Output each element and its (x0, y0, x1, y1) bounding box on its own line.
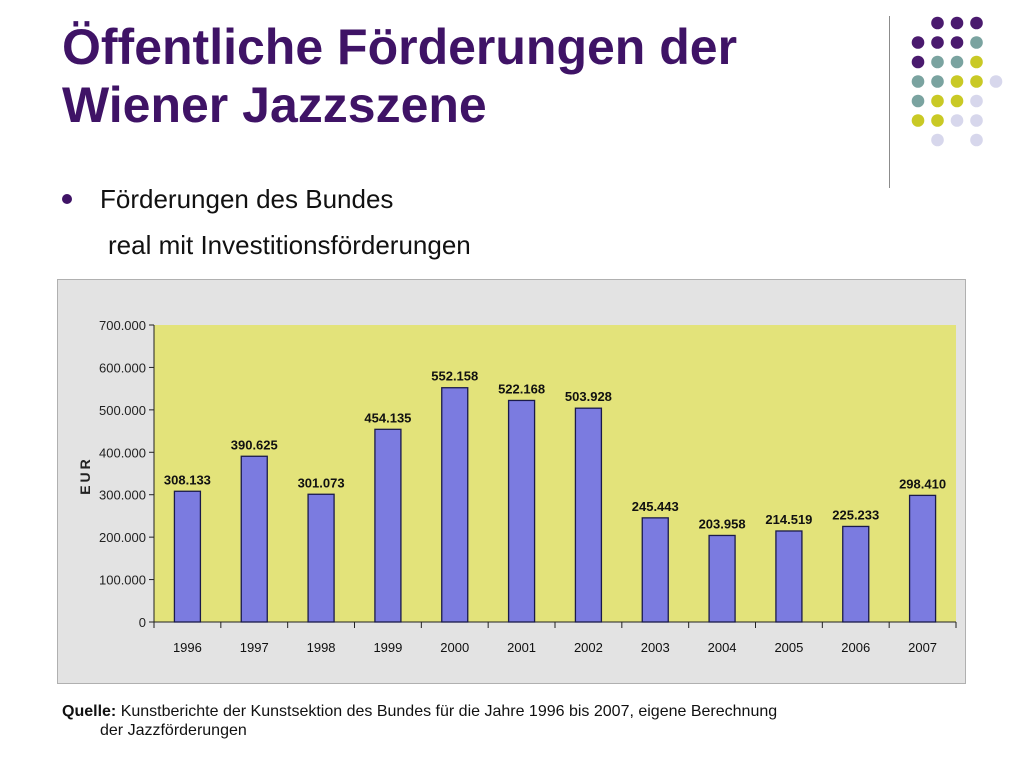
decorative-dot (950, 55, 964, 69)
y-tick-label: 400.000 (99, 445, 146, 460)
bar-value-label: 454.135 (364, 410, 411, 425)
decorative-dot (911, 55, 925, 69)
x-tick-label: 2007 (908, 640, 937, 655)
decorative-dot (931, 75, 944, 88)
decorative-dot (950, 94, 964, 108)
decorative-dot (931, 55, 944, 69)
decorative-dot (931, 16, 944, 30)
decorative-dot (931, 114, 944, 127)
x-tick-label: 1999 (373, 640, 402, 655)
bullet-subtext: real mit Investitionsförderungen (108, 230, 471, 260)
bar-1998 (307, 493, 335, 623)
slide-title: Öffentliche Förderungen der Wiener Jazzs… (62, 18, 737, 134)
y-tick-label: 200.000 (99, 530, 146, 545)
decorative-dot-grid (911, 16, 1003, 147)
bar-value-label: 522.168 (498, 381, 545, 396)
y-tick-label: 600.000 (99, 360, 146, 375)
x-tick-label: 2001 (507, 640, 536, 655)
decorative-dot (931, 133, 944, 147)
source-note: Quelle: Kunstberichte der Kunstsektion d… (62, 702, 962, 740)
decorative-dot (970, 94, 983, 108)
decorative-dot (931, 36, 944, 49)
decorative-dot (970, 75, 983, 88)
source-label: Quelle: (62, 703, 117, 720)
bar-1996 (173, 490, 202, 623)
decorative-dot (950, 16, 964, 30)
decorative-dot (970, 16, 983, 30)
bar-value-label: 214.519 (765, 512, 812, 527)
y-tick-label: 100.000 (99, 573, 146, 588)
decorative-dot (950, 36, 964, 49)
decorative-dot (931, 94, 944, 108)
x-tick-label: 2005 (774, 640, 803, 655)
bar-1999 (374, 428, 402, 623)
decorative-dot (911, 75, 925, 88)
y-tick-label: 300.000 (99, 488, 146, 503)
bar-value-label: 203.958 (699, 516, 746, 531)
decorative-dot (970, 36, 983, 49)
x-tick-label: 1996 (173, 640, 202, 655)
source-text: Kunstberichte der Kunstsektion des Bunde… (120, 703, 778, 720)
bar-1997 (240, 455, 268, 623)
slide-title-line-1: Öffentliche Förderungen der (62, 19, 738, 75)
bar-value-label: 503.928 (565, 389, 612, 404)
bar-value-label: 552.158 (431, 369, 478, 384)
decorative-dot (970, 55, 983, 69)
decorative-dot (911, 94, 925, 108)
x-tick-label: 2006 (841, 640, 870, 655)
x-tick-label: 1997 (240, 640, 269, 655)
bar-value-label: 301.073 (298, 475, 345, 490)
bullet-text: Förderungen des Bundes (100, 184, 394, 214)
x-tick-label: 2004 (708, 640, 737, 655)
bar-2001 (507, 399, 536, 623)
bar-2003 (641, 517, 669, 623)
x-tick-label: 2000 (440, 640, 469, 655)
slide-title-line-2: Wiener Jazzszene (62, 77, 487, 133)
bar-value-label: 298.410 (899, 476, 946, 491)
y-tick-label: 0 (139, 615, 146, 630)
y-axis-label: EUR (77, 456, 93, 495)
x-tick-label: 1998 (307, 640, 336, 655)
source-text-continued: der Jazzförderungen (100, 722, 247, 739)
decorative-dot (950, 114, 964, 127)
decorative-dot (989, 75, 1003, 88)
bar-value-label: 308.133 (164, 472, 211, 487)
y-tick-label: 700.000 (99, 318, 146, 333)
decorative-dot (950, 75, 964, 88)
x-tick-label: 2003 (641, 640, 670, 655)
decorative-dot (970, 133, 983, 147)
bar-2006 (842, 525, 870, 623)
bar-2002 (574, 407, 603, 623)
bar-chart: 0 100.000 200.000 300.000 400.000 500.000 600.… (77, 318, 957, 655)
bar-value-label: 390.625 (231, 437, 278, 452)
decorative-dot (911, 114, 925, 127)
bar-2005 (775, 530, 803, 623)
decorative-dot (970, 114, 983, 127)
bar-value-label: 225.233 (832, 507, 879, 522)
chart-container: 0 100.000 200.000 300.000 400.000 500.000 600.… (57, 279, 966, 684)
y-tick-label: 500.000 (99, 403, 146, 418)
bar-2004 (708, 534, 736, 623)
divider-line (889, 16, 890, 188)
bar-value-label: 245.443 (632, 499, 679, 514)
bar-2007 (908, 494, 937, 623)
bar-2000 (441, 387, 469, 623)
decorative-dot (911, 36, 925, 49)
x-tick-label: 2002 (574, 640, 603, 655)
plot-area (154, 325, 956, 622)
bullet-icon (62, 194, 72, 204)
